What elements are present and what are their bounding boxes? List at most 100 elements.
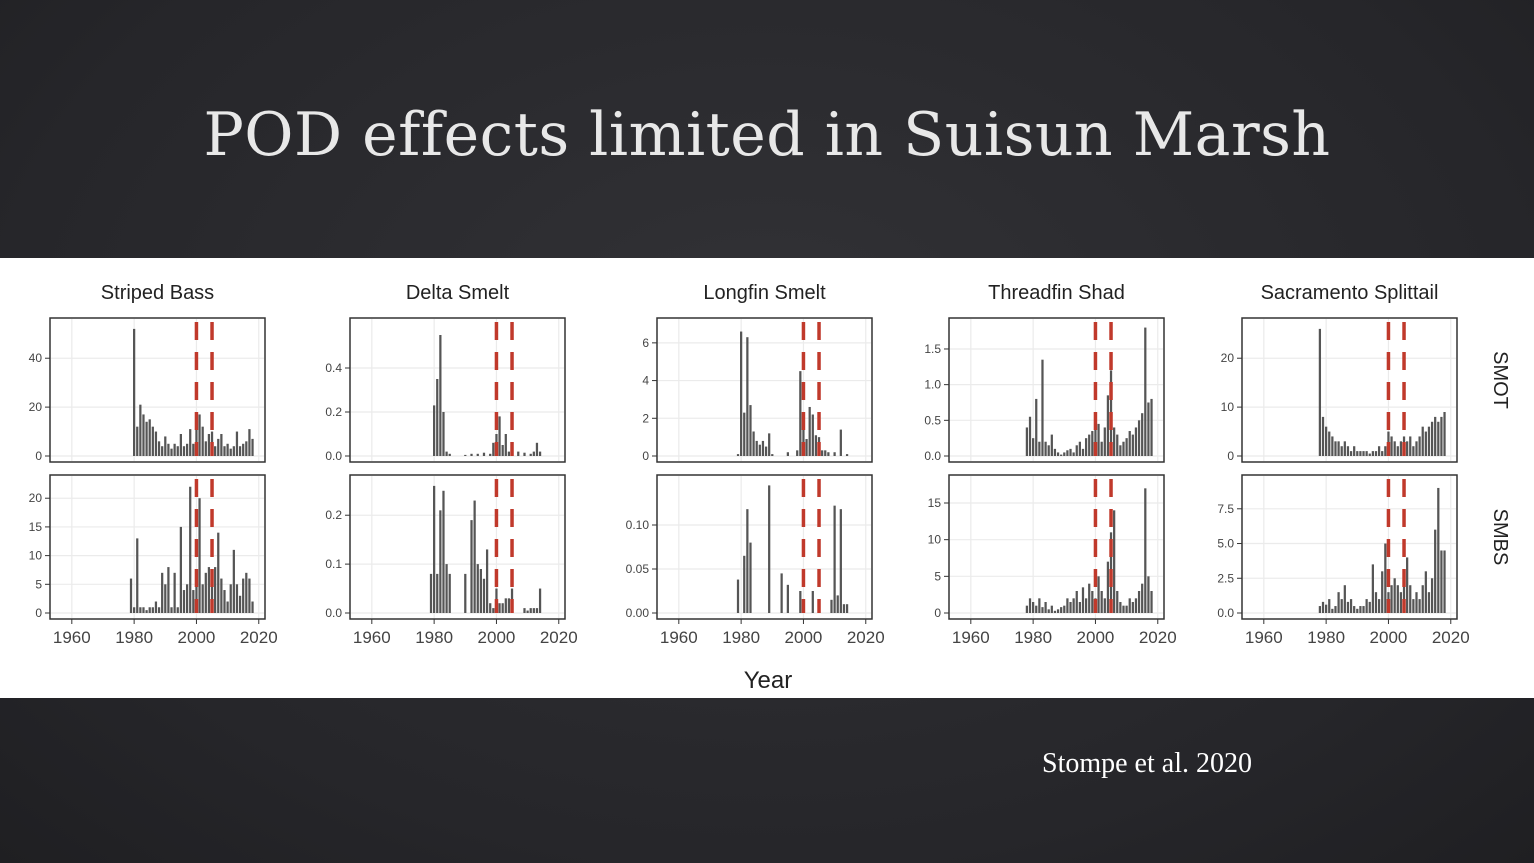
column-title-longfin-smelt: Longfin Smelt xyxy=(703,282,826,304)
bar-smot-sacramento-splittail-2017 xyxy=(1440,416,1443,456)
bar-smot-longfin-smelt-2008 xyxy=(827,452,830,456)
bar-smbs-threadfin-shad-2004 xyxy=(1106,561,1110,613)
bar-smbs-longfin-smelt-1989 xyxy=(768,485,771,613)
bar-smot-sacramento-splittail-1979 xyxy=(1321,416,1325,456)
bar-smot-sacramento-splittail-2004 xyxy=(1399,441,1403,456)
bar-smbs-threadfin-shad-1984 xyxy=(1044,602,1047,613)
y-tick-label-smbs-longfin-smelt-1: 0.05 xyxy=(626,562,650,576)
bar-smbs-delta-smelt-1979 xyxy=(429,573,433,613)
bar-smbs-sacramento-splittail-1989 xyxy=(1353,606,1356,613)
bar-smbs-longfin-smelt-1995 xyxy=(786,584,789,613)
bar-smbs-striped-bass-2000 xyxy=(195,578,198,613)
bar-smot-delta-smelt-2003 xyxy=(504,434,507,456)
bar-smbs-delta-smelt-1984 xyxy=(445,564,448,613)
x-tick-label-longfin-smelt-2020: 2020 xyxy=(847,628,885,647)
bar-smbs-sacramento-splittail-1981 xyxy=(1328,599,1331,613)
bar-smbs-longfin-smelt-2013 xyxy=(842,604,846,613)
bar-smot-sacramento-splittail-1984 xyxy=(1337,441,1340,456)
bar-smot-sacramento-splittail-1982 xyxy=(1331,436,1334,456)
bar-smbs-sacramento-splittail-2003 xyxy=(1396,585,1399,613)
bar-smot-threadfin-shad-1994 xyxy=(1075,445,1078,456)
bar-smbs-threadfin-shad-1986 xyxy=(1050,605,1053,613)
y-tick-label-smbs-striped-bass-1: 5 xyxy=(35,577,42,591)
y-tick-label-smbs-delta-smelt-1: 0.1 xyxy=(325,557,342,571)
bar-smbs-delta-smelt-2004 xyxy=(507,598,511,613)
bar-smot-threadfin-shad-2001 xyxy=(1097,423,1100,456)
x-tick-label-delta-smelt-2020: 2020 xyxy=(540,628,578,647)
bar-smot-striped-bass-1990 xyxy=(164,436,167,456)
bar-smbs-delta-smelt-1994 xyxy=(476,564,479,613)
bar-smbs-sacramento-splittail-1979 xyxy=(1321,601,1325,613)
bar-smbs-threadfin-shad-2006 xyxy=(1113,510,1116,613)
bar-smbs-longfin-smelt-1983 xyxy=(749,542,752,613)
bar-smbs-striped-bass-1987 xyxy=(154,601,158,613)
bar-smbs-sacramento-splittail-2015 xyxy=(1434,529,1437,613)
bar-smot-longfin-smelt-2010 xyxy=(833,452,836,456)
bar-smot-delta-smelt-1983 xyxy=(442,412,445,456)
bar-smbs-threadfin-shad-1979 xyxy=(1028,598,1032,613)
bar-smbs-striped-bass-2013 xyxy=(235,584,239,613)
bar-smot-threadfin-shad-1978 xyxy=(1025,427,1029,456)
y-tick-label-smbs-delta-smelt-0: 0.0 xyxy=(325,606,342,620)
row-title-smot: SMOT xyxy=(1489,351,1511,409)
bar-smot-sacramento-splittail-1990 xyxy=(1356,451,1359,456)
bar-smot-delta-smelt-1985 xyxy=(448,453,451,456)
bar-smot-longfin-smelt-1989 xyxy=(768,433,771,456)
bar-smot-delta-smelt-1992 xyxy=(470,453,473,456)
bar-smbs-sacramento-splittail-2009 xyxy=(1415,592,1418,613)
bar-smbs-longfin-smelt-1993 xyxy=(780,573,783,613)
bar-smbs-sacramento-splittail-2010 xyxy=(1418,599,1421,613)
bar-smbs-delta-smelt-1981 xyxy=(436,573,439,613)
bar-smbs-striped-bass-1986 xyxy=(151,607,154,613)
bar-smbs-sacramento-splittail-2017 xyxy=(1440,550,1443,613)
bar-smbs-striped-bass-2016 xyxy=(245,572,248,613)
bar-smot-striped-bass-1997 xyxy=(185,443,189,456)
bar-smbs-threadfin-shad-2011 xyxy=(1128,598,1131,613)
bar-smot-delta-smelt-1981 xyxy=(436,379,439,456)
bar-smot-sacramento-splittail-1985 xyxy=(1340,446,1343,456)
bar-smot-striped-bass-1982 xyxy=(139,404,142,456)
bar-smot-striped-bass-1998 xyxy=(189,429,192,456)
bar-smot-threadfin-shad-1987 xyxy=(1053,448,1057,456)
bar-smot-threadfin-shad-2016 xyxy=(1144,327,1147,456)
bar-smbs-threadfin-shad-2003 xyxy=(1103,598,1106,613)
bar-smot-longfin-smelt-1988 xyxy=(764,446,768,456)
bar-smbs-delta-smelt-1995 xyxy=(479,569,482,613)
bar-smot-striped-bass-1986 xyxy=(151,426,154,456)
bar-smbs-sacramento-splittail-1984 xyxy=(1337,592,1340,613)
bar-smot-sacramento-splittail-2008 xyxy=(1412,446,1415,456)
slide-title: POD effects limited in Suisun Marsh xyxy=(203,100,1331,170)
bar-smot-striped-bass-1994 xyxy=(176,446,179,456)
bar-smot-delta-smelt-2014 xyxy=(538,451,542,456)
bar-smot-longfin-smelt-1981 xyxy=(743,412,746,456)
bar-smot-threadfin-shad-2000 xyxy=(1094,427,1097,456)
bar-smot-longfin-smelt-1980 xyxy=(740,331,743,456)
bar-smbs-striped-bass-1983 xyxy=(142,607,145,613)
panel-smot-threadfin-shad xyxy=(948,317,1165,463)
bar-smbs-threadfin-shad-1988 xyxy=(1056,609,1060,613)
figure-panel: Striped Bass Delta Smelt Longfin Smelt Thre… xyxy=(0,258,1534,698)
y-tick-label-smot-threadfin-shad-3: 1.5 xyxy=(924,342,941,356)
bar-smbs-threadfin-shad-1999 xyxy=(1091,591,1094,613)
bar-smot-sacramento-splittail-1989 xyxy=(1353,446,1356,456)
x-tick-label-threadfin-shad-1960: 1960 xyxy=(952,628,990,647)
bar-smot-threadfin-shad-1991 xyxy=(1066,450,1069,456)
column-title-striped-bass: Striped Bass xyxy=(101,282,214,304)
bar-smbs-sacramento-splittail-1978 xyxy=(1318,606,1322,613)
bar-smbs-sacramento-splittail-2013 xyxy=(1427,592,1431,613)
bar-smbs-sacramento-splittail-2006 xyxy=(1406,557,1409,613)
bar-smot-sacramento-splittail-2018 xyxy=(1443,412,1446,456)
bar-smot-striped-bass-1981 xyxy=(136,426,139,456)
x-axis-label: Year xyxy=(744,667,793,694)
bar-smbs-threadfin-shad-2010 xyxy=(1125,605,1128,613)
bar-smbs-longfin-smelt-2012 xyxy=(839,509,842,613)
bar-smbs-threadfin-shad-2007 xyxy=(1116,591,1119,613)
bar-smbs-striped-bass-1981 xyxy=(136,538,139,613)
bar-smot-striped-bass-2004 xyxy=(207,434,211,456)
y-tick-label-smot-delta-smelt-1: 0.2 xyxy=(325,405,342,419)
bar-smbs-delta-smelt-1993 xyxy=(473,500,476,613)
bar-smbs-threadfin-shad-1980 xyxy=(1032,602,1035,613)
panel-smbs-delta-smelt xyxy=(349,474,566,620)
y-tick-label-smbs-longfin-smelt-0: 0.00 xyxy=(626,606,650,620)
bar-smbs-delta-smelt-1982 xyxy=(439,510,442,613)
